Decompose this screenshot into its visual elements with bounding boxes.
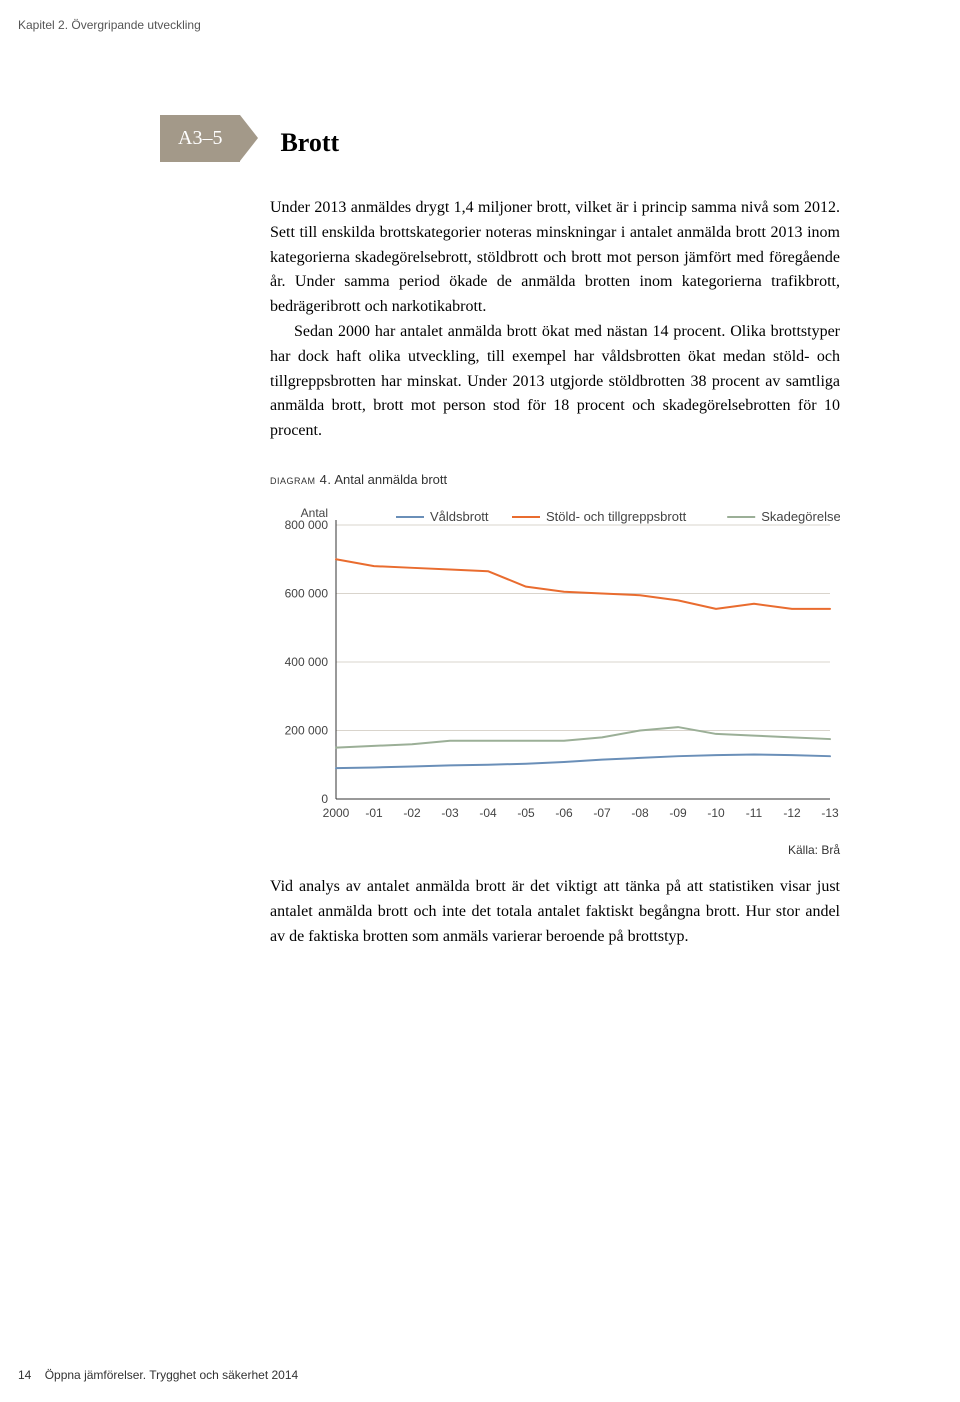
paragraph-3: Vid analys av antalet anmälda brott är d…: [270, 875, 840, 949]
paragraph-2: Sedan 2000 har antalet anmälda brott öka…: [270, 320, 840, 444]
svg-text:-09: -09: [669, 806, 687, 820]
svg-text:0: 0: [321, 792, 328, 806]
svg-text:-08: -08: [631, 806, 649, 820]
svg-text:400 000: 400 000: [285, 655, 329, 669]
page-number: 14: [18, 1368, 31, 1382]
svg-text:600 000: 600 000: [285, 586, 329, 600]
diagram-label-caps: diagram 4.: [270, 472, 331, 487]
line-chart: 800 000 600 000 400 000 200 000 0 Antal 2000 -0…: [270, 499, 840, 829]
main-content: A3–5 Brott Under 2013 anmäldes drygt 1,4…: [160, 120, 840, 949]
footer-title: Öppna jämförelser. Trygghet och säkerhet…: [45, 1368, 298, 1382]
svg-text:Stöld- och tillgreppsbrott: Stöld- och tillgreppsbrott: [546, 509, 687, 524]
svg-text:800 000: 800 000: [285, 518, 329, 532]
svg-text:-11: -11: [746, 806, 763, 820]
svg-text:200 000: 200 000: [285, 723, 329, 737]
svg-text:-07: -07: [593, 806, 611, 820]
svg-text:-01: -01: [365, 806, 383, 820]
svg-text:-03: -03: [441, 806, 459, 820]
svg-text:Våldsbrott: Våldsbrott: [430, 509, 489, 524]
body-text-block-1: Under 2013 anmäldes drygt 1,4 miljoner b…: [270, 196, 840, 444]
title-row: A3–5 Brott: [160, 120, 840, 176]
svg-text:2000: 2000: [323, 806, 350, 820]
section-badge: A3–5: [160, 115, 240, 162]
body-text-block-2: Vid analys av antalet anmälda brott är d…: [270, 875, 840, 949]
chart-container: 800 000 600 000 400 000 200 000 0 Antal 2000 -0…: [270, 499, 840, 829]
diagram-caption: diagram 4. Antal anmälda brott: [270, 472, 840, 487]
svg-text:-02: -02: [403, 806, 421, 820]
svg-text:Antal: Antal: [301, 506, 328, 520]
section-title: Brott: [280, 128, 840, 158]
svg-text:-06: -06: [555, 806, 573, 820]
svg-text:Skadegörelse: Skadegörelse: [761, 509, 840, 524]
diagram-label-rest: Antal anmälda brott: [331, 472, 447, 487]
svg-text:-12: -12: [783, 806, 801, 820]
svg-text:-10: -10: [707, 806, 725, 820]
svg-text:-13: -13: [821, 806, 839, 820]
paragraph-1: Under 2013 anmäldes drygt 1,4 miljoner b…: [270, 196, 840, 320]
svg-text:-05: -05: [517, 806, 535, 820]
svg-text:-04: -04: [479, 806, 497, 820]
chapter-header: Kapitel 2. Övergripande utveckling: [18, 18, 201, 32]
chart-source: Källa: Brå: [270, 843, 840, 857]
page-footer: 14 Öppna jämförelser. Trygghet och säker…: [18, 1368, 298, 1382]
